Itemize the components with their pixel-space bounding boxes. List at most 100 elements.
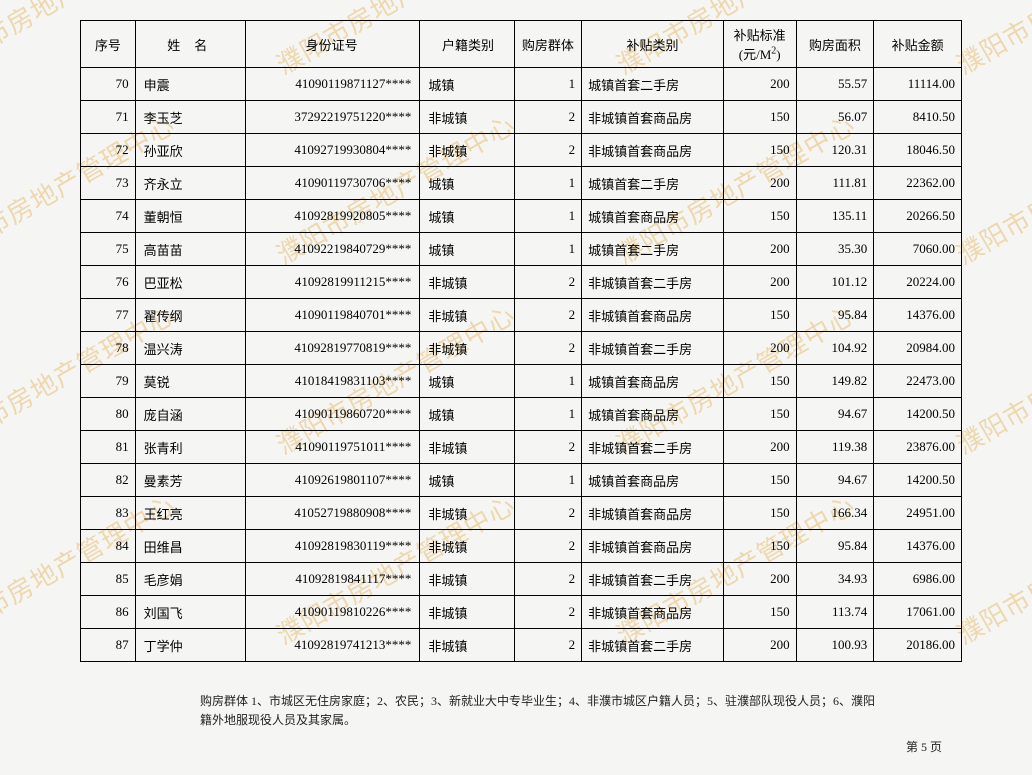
- cell-amt: 20224.00: [874, 266, 962, 299]
- cell-rate: 200: [723, 332, 796, 365]
- cell-subtype: 非城镇首套二手房: [582, 332, 724, 365]
- cell-id: 41090119840701****: [245, 299, 420, 332]
- cell-group: 1: [514, 464, 582, 497]
- cell-subtype: 非城镇首套商品房: [582, 497, 724, 530]
- cell-rate: 150: [723, 365, 796, 398]
- cell-subtype: 非城镇首套二手房: [582, 266, 724, 299]
- cell-subtype: 非城镇首套商品房: [582, 299, 724, 332]
- cell-rate: 150: [723, 596, 796, 629]
- cell-amt: 23876.00: [874, 431, 962, 464]
- cell-hukou: 城镇: [420, 398, 514, 431]
- cell-seq: 77: [81, 299, 136, 332]
- cell-group: 2: [514, 431, 582, 464]
- table-row: 72孙亚欣41092719930804****非城镇2非城镇首套商品房15012…: [81, 134, 962, 167]
- cell-id: 41092619801107****: [245, 464, 420, 497]
- cell-group: 1: [514, 167, 582, 200]
- table-header-row: 序号 姓名 身份证号 户籍类别 购房群体 补贴类别 补贴标准(元/M2) 购房面…: [81, 21, 962, 68]
- cell-rate: 150: [723, 398, 796, 431]
- cell-subtype: 非城镇首套二手房: [582, 629, 724, 662]
- cell-area: 95.84: [796, 530, 874, 563]
- header-hukou: 户籍类别: [420, 21, 514, 68]
- cell-area: 111.81: [796, 167, 874, 200]
- cell-group: 2: [514, 629, 582, 662]
- cell-seq: 84: [81, 530, 136, 563]
- cell-rate: 150: [723, 530, 796, 563]
- cell-id: 41092819911215****: [245, 266, 420, 299]
- cell-hukou: 非城镇: [420, 134, 514, 167]
- cell-id: 41092819770819****: [245, 332, 420, 365]
- cell-subtype: 城镇首套二手房: [582, 167, 724, 200]
- footer-note: 购房群体 1、市城区无住房家庭；2、农民；3、新就业大中专毕业生；4、非濮市城区…: [200, 692, 882, 730]
- table-row: 81张青利41090119751011****非城镇2非城镇首套二手房20011…: [81, 431, 962, 464]
- table-body: 70申震41090119871127****城镇1城镇首套二手房20055.57…: [81, 68, 962, 662]
- header-amount: 补贴金额: [874, 21, 962, 68]
- cell-group: 2: [514, 299, 582, 332]
- header-group: 购房群体: [514, 21, 582, 68]
- table-row: 87丁学仲41092819741213****非城镇2非城镇首套二手房20010…: [81, 629, 962, 662]
- cell-hukou: 城镇: [420, 200, 514, 233]
- cell-id: 41090119751011****: [245, 431, 420, 464]
- cell-name: 田维昌: [135, 530, 245, 563]
- cell-rate: 200: [723, 431, 796, 464]
- cell-id: 41092819841117****: [245, 563, 420, 596]
- cell-group: 2: [514, 101, 582, 134]
- table-row: 86刘国飞41090119810226****非城镇2非城镇首套商品房15011…: [81, 596, 962, 629]
- cell-id: 41092819920805****: [245, 200, 420, 233]
- cell-amt: 17061.00: [874, 596, 962, 629]
- header-seq: 序号: [81, 21, 136, 68]
- cell-amt: 14200.50: [874, 464, 962, 497]
- cell-rate: 150: [723, 101, 796, 134]
- table-row: 75高苗苗41092219840729****城镇1城镇首套二手房20035.3…: [81, 233, 962, 266]
- cell-seq: 71: [81, 101, 136, 134]
- table-row: 80庞自涵41090119860720****城镇1城镇首套商品房15094.6…: [81, 398, 962, 431]
- cell-group: 1: [514, 233, 582, 266]
- cell-group: 1: [514, 200, 582, 233]
- cell-group: 1: [514, 398, 582, 431]
- cell-id: 41090119860720****: [245, 398, 420, 431]
- cell-rate: 150: [723, 497, 796, 530]
- cell-hukou: 非城镇: [420, 266, 514, 299]
- cell-name: 毛彦娟: [135, 563, 245, 596]
- cell-group: 2: [514, 530, 582, 563]
- cell-group: 2: [514, 134, 582, 167]
- cell-group: 1: [514, 68, 582, 101]
- cell-seq: 73: [81, 167, 136, 200]
- header-area: 购房面积: [796, 21, 874, 68]
- cell-subtype: 城镇首套商品房: [582, 365, 724, 398]
- cell-rate: 200: [723, 629, 796, 662]
- cell-name: 温兴涛: [135, 332, 245, 365]
- cell-seq: 81: [81, 431, 136, 464]
- cell-name: 张青利: [135, 431, 245, 464]
- cell-hukou: 非城镇: [420, 299, 514, 332]
- cell-name: 申震: [135, 68, 245, 101]
- table-row: 83王红亮41052719880908****非城镇2非城镇首套商品房15016…: [81, 497, 962, 530]
- cell-rate: 200: [723, 563, 796, 596]
- cell-group: 2: [514, 596, 582, 629]
- cell-name: 董朝恒: [135, 200, 245, 233]
- cell-seq: 72: [81, 134, 136, 167]
- cell-area: 120.31: [796, 134, 874, 167]
- cell-name: 丁学仲: [135, 629, 245, 662]
- cell-group: 2: [514, 497, 582, 530]
- cell-seq: 80: [81, 398, 136, 431]
- cell-id: 41018419831103****: [245, 365, 420, 398]
- cell-hukou: 非城镇: [420, 101, 514, 134]
- cell-id: 37292219751220****: [245, 101, 420, 134]
- cell-area: 119.38: [796, 431, 874, 464]
- cell-seq: 83: [81, 497, 136, 530]
- cell-area: 113.74: [796, 596, 874, 629]
- table-row: 79莫锐41018419831103****城镇1城镇首套商品房150149.8…: [81, 365, 962, 398]
- cell-subtype: 城镇首套商品房: [582, 200, 724, 233]
- cell-area: 101.12: [796, 266, 874, 299]
- cell-name: 庞自涵: [135, 398, 245, 431]
- cell-amt: 18046.50: [874, 134, 962, 167]
- cell-name: 曼素芳: [135, 464, 245, 497]
- cell-name: 刘国飞: [135, 596, 245, 629]
- cell-rate: 200: [723, 167, 796, 200]
- cell-hukou: 城镇: [420, 365, 514, 398]
- cell-area: 35.30: [796, 233, 874, 266]
- header-subtype: 补贴类别: [582, 21, 724, 68]
- cell-name: 高苗苗: [135, 233, 245, 266]
- cell-area: 166.34: [796, 497, 874, 530]
- cell-hukou: 城镇: [420, 464, 514, 497]
